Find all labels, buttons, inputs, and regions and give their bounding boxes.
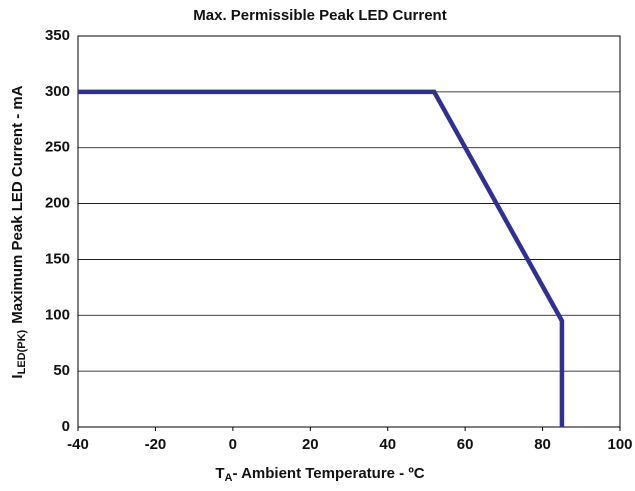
x-label-rest: - Ambient Temperature - ºC (232, 465, 424, 482)
x-tick-label: 60 (457, 436, 474, 453)
y-tick-label: 300 (45, 83, 70, 100)
x-tick-label: -40 (67, 436, 89, 453)
y-tick-label: 50 (53, 362, 70, 379)
chart-title: Max. Permissible Peak LED Current (193, 7, 446, 24)
y-label-main: I (9, 374, 26, 378)
y-label-rest: Maximum Peak LED Current - mA (9, 85, 26, 324)
y-label-sub: LED(PK) (16, 329, 28, 374)
y-axis-label: ILED(PK) Maximum Peak LED Current - mA (9, 85, 28, 378)
y-tick-label: 200 (45, 195, 70, 212)
y-tick-label: 0 (62, 418, 70, 435)
y-tick-label: 150 (45, 250, 70, 267)
x-tick-label: -20 (145, 436, 167, 453)
x-tick-label: 20 (302, 436, 319, 453)
x-axis-label: TA- Ambient Temperature - ºC (215, 465, 424, 484)
x-tick-label: 100 (607, 436, 632, 453)
plot-frame (77, 35, 621, 428)
y-tick-label: 250 (45, 139, 70, 156)
x-tick-label: 80 (534, 436, 551, 453)
x-label-sub: A (225, 472, 233, 484)
x-label-main: T (215, 465, 224, 482)
y-tick-label: 350 (45, 27, 70, 44)
y-tick-label: 100 (45, 306, 70, 323)
x-tick-label: 0 (229, 436, 237, 453)
data-line (78, 89, 565, 427)
x-tick-label: 40 (379, 436, 396, 453)
